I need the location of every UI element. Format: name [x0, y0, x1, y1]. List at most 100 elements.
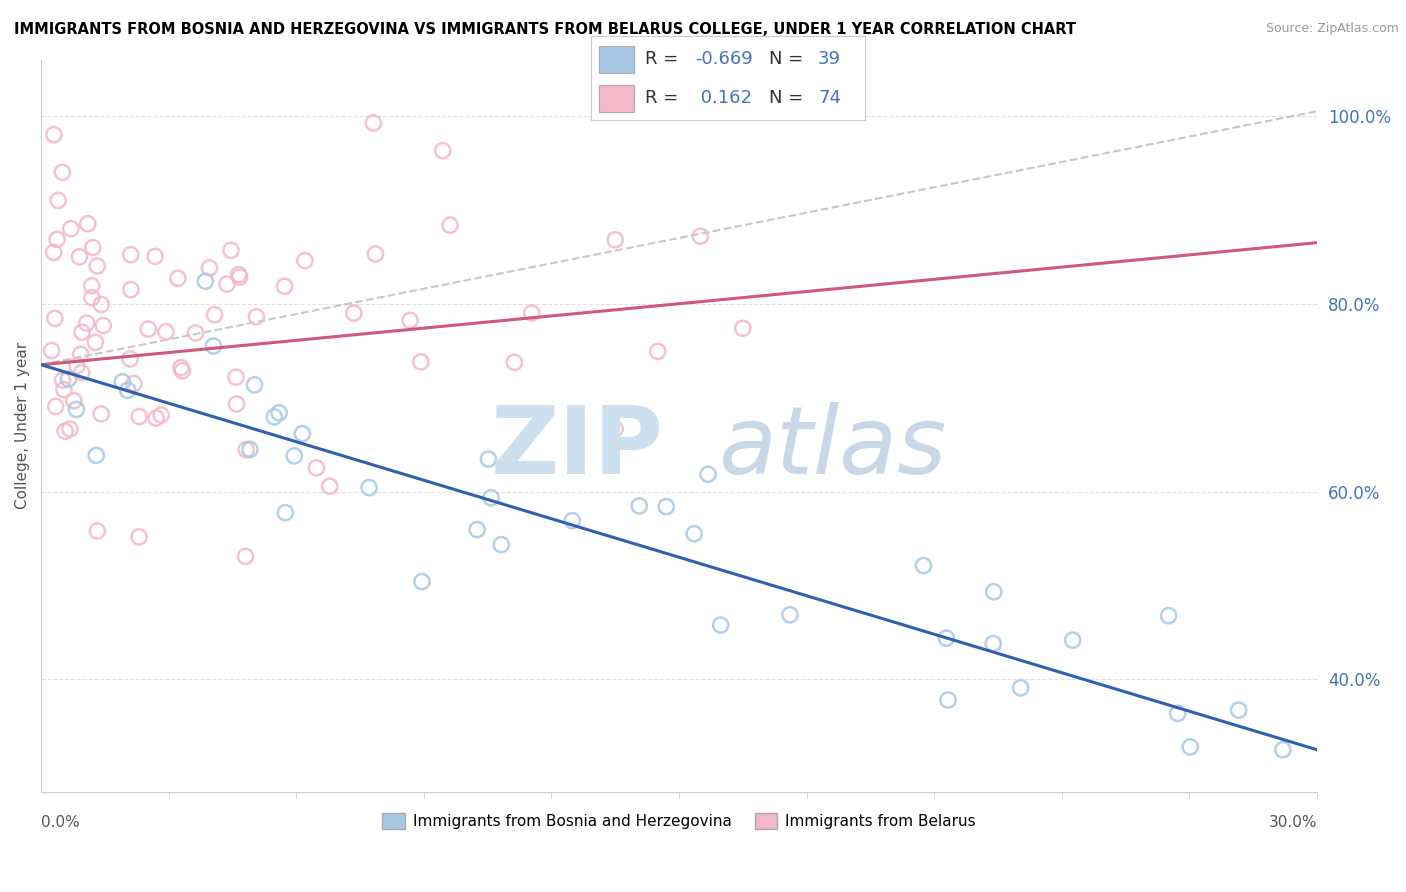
- Point: [170, 360, 193, 375]
- Point: [120, 248, 142, 262]
- Y-axis label: College, Under 1 year: College, Under 1 year: [15, 343, 30, 509]
- Point: [84, 335, 107, 350]
- Point: [120, 351, 142, 366]
- Point: [294, 253, 316, 268]
- Text: 74: 74: [818, 89, 841, 107]
- Point: [80, 278, 103, 293]
- Point: [194, 274, 217, 288]
- Point: [477, 452, 499, 467]
- Point: [263, 409, 285, 424]
- Point: [51, 165, 73, 179]
- Point: [503, 355, 526, 369]
- Point: [319, 479, 342, 493]
- Point: [235, 442, 257, 457]
- Text: atlas: atlas: [718, 402, 946, 493]
- Text: R =: R =: [645, 89, 685, 107]
- Point: [465, 523, 488, 537]
- Point: [69, 347, 91, 361]
- Point: [46, 232, 69, 246]
- Point: [219, 244, 242, 258]
- Point: [67, 250, 90, 264]
- Point: [42, 245, 65, 260]
- Point: [53, 424, 76, 438]
- Point: [479, 491, 502, 505]
- Point: [59, 422, 82, 436]
- Point: [779, 607, 801, 622]
- Point: [605, 422, 627, 436]
- Point: [58, 372, 80, 386]
- Bar: [599, 85, 634, 112]
- Point: [145, 411, 167, 425]
- Point: [1062, 633, 1084, 648]
- Point: [981, 637, 1004, 651]
- Point: [411, 574, 433, 589]
- Point: [228, 270, 250, 285]
- Point: [202, 339, 225, 353]
- Text: 0.0%: 0.0%: [41, 815, 80, 830]
- Point: [912, 558, 935, 573]
- Point: [1227, 703, 1250, 717]
- Point: [710, 618, 733, 632]
- Text: N =: N =: [769, 89, 808, 107]
- Point: [697, 467, 720, 482]
- Point: [150, 408, 173, 422]
- Point: [63, 393, 86, 408]
- Point: [228, 268, 250, 282]
- Text: IMMIGRANTS FROM BOSNIA AND HERZEGOVINA VS IMMIGRANTS FROM BELARUS COLLEGE, UNDER: IMMIGRANTS FROM BOSNIA AND HERZEGOVINA V…: [14, 22, 1076, 37]
- Point: [86, 259, 108, 273]
- Point: [52, 383, 75, 397]
- Point: [204, 308, 226, 322]
- Point: [561, 514, 583, 528]
- Point: [935, 631, 957, 645]
- Point: [59, 221, 82, 235]
- Point: [84, 448, 107, 462]
- Text: 0.162: 0.162: [695, 89, 752, 107]
- Point: [291, 426, 314, 441]
- Point: [117, 384, 139, 398]
- Point: [172, 364, 194, 378]
- Point: [239, 442, 262, 457]
- Point: [136, 322, 159, 336]
- Point: [44, 311, 66, 326]
- Point: [655, 500, 678, 514]
- Point: [184, 326, 207, 340]
- Point: [122, 376, 145, 391]
- Point: [76, 217, 98, 231]
- Point: [198, 260, 221, 275]
- Text: R =: R =: [645, 51, 685, 69]
- Point: [364, 247, 387, 261]
- Point: [128, 530, 150, 544]
- Point: [936, 693, 959, 707]
- Point: [689, 229, 711, 244]
- Point: [273, 279, 295, 293]
- Point: [45, 400, 67, 414]
- Point: [1271, 742, 1294, 756]
- Point: [41, 343, 63, 358]
- Point: [605, 233, 627, 247]
- Point: [520, 306, 543, 320]
- Point: [1180, 739, 1202, 754]
- Point: [439, 218, 461, 232]
- Point: [245, 310, 267, 324]
- Point: [1167, 706, 1189, 721]
- Point: [235, 549, 257, 564]
- Point: [111, 375, 134, 389]
- Point: [120, 283, 142, 297]
- Point: [90, 297, 112, 311]
- Point: [1157, 608, 1180, 623]
- Point: [225, 370, 247, 384]
- Text: N =: N =: [769, 51, 808, 69]
- Point: [70, 366, 93, 380]
- Point: [409, 355, 432, 369]
- Point: [42, 128, 65, 142]
- Point: [274, 506, 297, 520]
- Point: [80, 291, 103, 305]
- Point: [243, 377, 266, 392]
- Point: [76, 316, 98, 330]
- Point: [128, 409, 150, 424]
- Point: [155, 325, 177, 339]
- Point: [432, 144, 454, 158]
- Bar: [599, 45, 634, 73]
- Legend: Immigrants from Bosnia and Herzegovina, Immigrants from Belarus: Immigrants from Bosnia and Herzegovina, …: [377, 807, 981, 836]
- Point: [731, 321, 754, 335]
